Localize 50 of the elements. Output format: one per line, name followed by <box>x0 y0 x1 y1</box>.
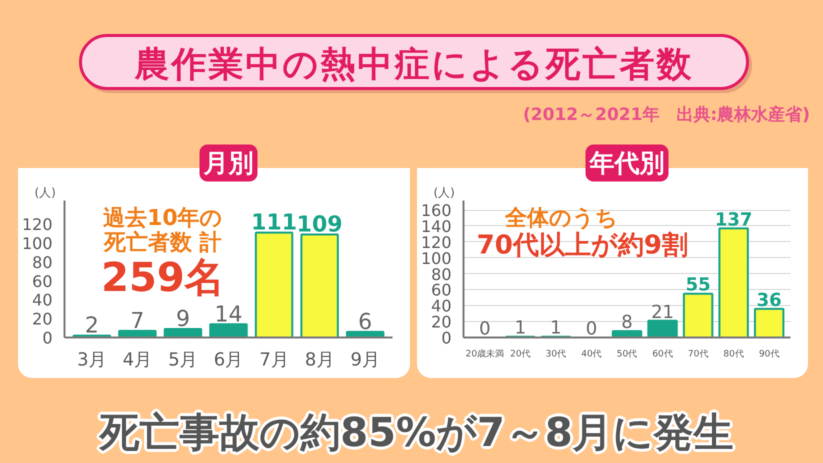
x-tick-label: 70代 <box>688 348 708 360</box>
x-tick-label: 60代 <box>652 348 673 360</box>
data-label: 109 <box>296 212 343 238</box>
x-tick-label: 4月 <box>122 350 152 370</box>
data-label: 6 <box>358 310 372 335</box>
x-tick-label: 20歳未満 <box>466 348 504 360</box>
data-label: 0 <box>586 318 598 340</box>
data-label: 1 <box>514 318 526 339</box>
data-label: 55 <box>686 274 711 296</box>
x-tick-label: 5月 <box>168 350 198 370</box>
text: 死亡事故の約85%が7～8月に発生 <box>98 409 735 458</box>
data-label: 8 <box>621 312 633 334</box>
data-label: 21 <box>651 302 674 323</box>
y-tick-label: 100 <box>22 234 53 254</box>
data-label: 7 <box>130 308 144 334</box>
x-tick-label: 7月 <box>259 350 289 370</box>
text: (2012～2021年 出典:農林水産省) <box>523 104 810 127</box>
y-axis-title: (人) <box>34 186 56 200</box>
chart-title: 年代別 <box>588 148 664 178</box>
y-tick-label: 0 <box>42 328 53 348</box>
y-tick-label: 40 <box>32 290 52 310</box>
y-tick-label: 20 <box>32 310 52 329</box>
x-tick-label: 40代 <box>581 348 602 360</box>
data-label: 137 <box>714 209 752 230</box>
text: 農作業中の熱中症による死亡者数 <box>79 34 749 90</box>
chart-title: 月別 <box>202 148 254 178</box>
y-tick-label: 60 <box>32 272 52 291</box>
annotation: 70代以上が約9割 <box>476 230 688 260</box>
data-label: 9 <box>176 306 190 332</box>
x-tick-label: 9月 <box>350 350 380 370</box>
x-tick-label: 30代 <box>546 348 566 360</box>
annotation: 全体のうち <box>504 206 618 232</box>
x-tick-label: 20代 <box>510 348 531 360</box>
data-label: 14 <box>214 302 243 328</box>
y-tick-label: 120 <box>22 215 53 234</box>
x-tick-label: 80代 <box>723 348 744 360</box>
x-tick-label: 6月 <box>214 350 244 370</box>
y-axis-title: (人) <box>434 186 455 200</box>
data-label: 36 <box>756 290 782 311</box>
y-tick-label: 80 <box>32 252 52 272</box>
data-label: 111 <box>251 210 298 236</box>
data-label: 0 <box>479 318 491 340</box>
data-label: 1 <box>550 318 562 339</box>
x-tick-label: 8月 <box>304 350 334 370</box>
annotation: 259名 <box>101 254 225 301</box>
x-tick-label: 90代 <box>758 348 780 360</box>
data-label: 2 <box>84 314 99 339</box>
x-tick-label: 3月 <box>77 350 107 370</box>
annotation: 過去10年の死亡者数 計 <box>103 206 223 256</box>
x-tick-label: 50代 <box>616 348 638 360</box>
